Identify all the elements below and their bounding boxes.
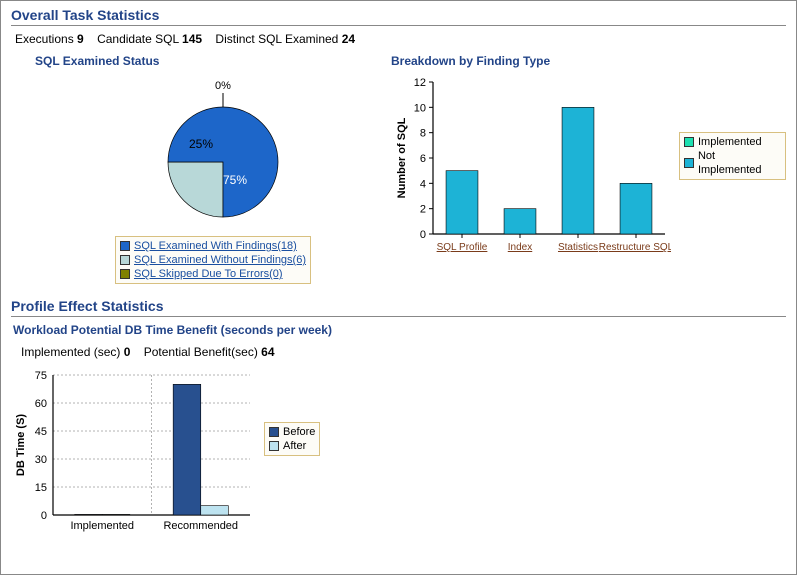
svg-text:Recommended: Recommended — [163, 520, 238, 532]
legend-link[interactable]: SQL Examined With Findings(18) — [134, 239, 297, 253]
legend-swatch — [269, 427, 279, 437]
distinct-label: Distinct SQL Examined — [215, 32, 338, 46]
potential-label: Potential Benefit(sec) — [144, 345, 258, 359]
pie-legend: SQL Examined With Findings(18)SQL Examin… — [115, 236, 311, 284]
candidate-value: 145 — [182, 32, 202, 46]
legend-swatch — [269, 441, 279, 451]
dbtime-legend: BeforeAfter — [264, 422, 320, 456]
svg-text:60: 60 — [35, 398, 47, 410]
findings-legend: ImplementedNot Implemented — [679, 132, 786, 180]
divider — [11, 316, 786, 317]
svg-text:0: 0 — [420, 229, 426, 241]
executions-value: 9 — [77, 32, 84, 46]
profile-stats: Implemented (sec) 0 Potential Benefit(se… — [21, 345, 786, 359]
legend-swatch — [120, 241, 130, 251]
svg-text:4: 4 — [420, 178, 426, 190]
legend-link[interactable]: SQL Examined Without Findings(6) — [134, 253, 306, 267]
potential-value: 64 — [261, 345, 274, 359]
legend-label: Not Implemented — [698, 149, 781, 177]
distinct-value: 24 — [342, 32, 355, 46]
svg-text:Statistics: Statistics — [558, 242, 598, 253]
dbtime-chart: 0 15 30 45 60 75 Implemented Recommended DB Time… — [11, 367, 256, 540]
findings-title: Breakdown by Finding Type — [391, 54, 786, 68]
implemented-value: 0 — [124, 345, 131, 359]
legend-item: After — [269, 439, 315, 453]
svg-text:10: 10 — [414, 102, 426, 114]
svg-text:6: 6 — [420, 153, 426, 165]
legend-item: SQL Examined Without Findings(6) — [120, 253, 306, 267]
executions-label: Executions — [15, 32, 74, 46]
svg-text:DB Time (S): DB Time (S) — [15, 414, 27, 476]
svg-text:2: 2 — [420, 204, 426, 216]
legend-swatch — [120, 269, 130, 279]
svg-text:Implemented: Implemented — [70, 520, 134, 532]
stats-row: Executions 9 Candidate SQL 145 Distinct … — [15, 32, 786, 46]
legend-label: After — [283, 439, 306, 453]
svg-text:Restructure SQL: Restructure SQL — [599, 242, 671, 253]
svg-text:0: 0 — [41, 510, 47, 522]
pie-title: SQL Examined Status — [35, 54, 391, 68]
legend-swatch — [684, 158, 694, 168]
svg-text:12: 12 — [414, 77, 426, 89]
legend-item: Implemented — [684, 135, 781, 149]
svg-text:75%: 75% — [223, 173, 247, 187]
legend-item: SQL Examined With Findings(18) — [120, 239, 306, 253]
candidate-label: Candidate SQL — [97, 32, 179, 46]
svg-text:25%: 25% — [189, 137, 213, 151]
legend-item: Before — [269, 425, 315, 439]
svg-text:75: 75 — [35, 370, 47, 382]
legend-swatch — [120, 255, 130, 265]
svg-text:15: 15 — [35, 482, 47, 494]
svg-text:Index: Index — [508, 242, 532, 253]
svg-text:45: 45 — [35, 426, 47, 438]
profile-subtitle: Workload Potential DB Time Benefit (seco… — [13, 323, 786, 337]
overall-title: Overall Task Statistics — [11, 7, 786, 23]
implemented-label: Implemented (sec) — [21, 345, 120, 359]
svg-text:SQL Profile: SQL Profile — [437, 242, 488, 253]
legend-swatch — [684, 137, 694, 147]
legend-item: SQL Skipped Due To Errors(0) — [120, 267, 306, 281]
pie-chart: 25% 75% 0% — [35, 72, 391, 232]
divider — [11, 25, 786, 26]
svg-text:Number of SQL: Number of SQL — [396, 117, 408, 198]
svg-text:0%: 0% — [215, 80, 231, 92]
svg-text:30: 30 — [35, 454, 47, 466]
legend-item: Not Implemented — [684, 149, 781, 177]
svg-text:8: 8 — [420, 128, 426, 140]
legend-label: Implemented — [698, 135, 762, 149]
legend-label: Before — [283, 425, 315, 439]
legend-link[interactable]: SQL Skipped Due To Errors(0) — [134, 267, 283, 281]
findings-chart: 0 2 4 6 8 10 12 SQL Profile Index StatisticsRestr… — [391, 72, 671, 265]
profile-title: Profile Effect Statistics — [11, 298, 786, 314]
